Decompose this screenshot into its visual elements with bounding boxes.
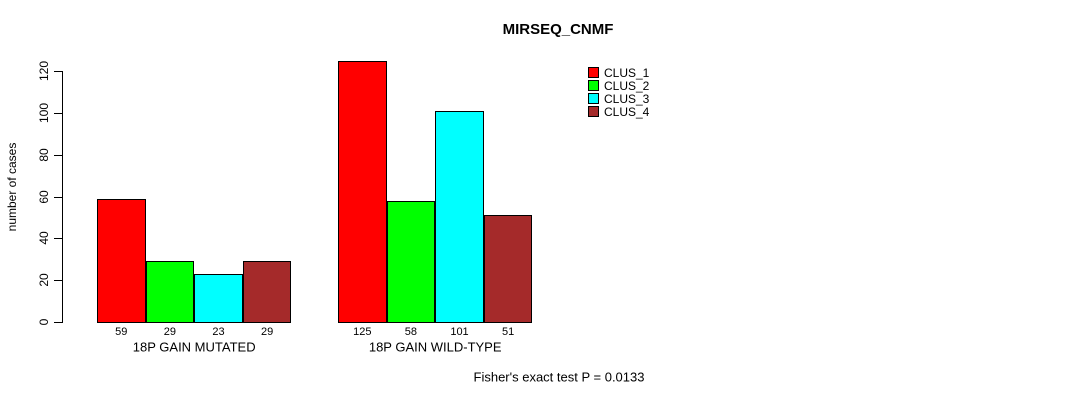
legend-label: CLUS_1 — [604, 65, 650, 80]
y-axis-line — [62, 71, 63, 323]
bar-clus_4-1 — [242, 261, 292, 323]
y-tick — [54, 154, 62, 156]
legend-swatch-icon — [588, 106, 599, 117]
bar-clus_1-2 — [338, 60, 387, 323]
legend-label: CLUS_4 — [604, 104, 650, 119]
bar-value-label: 59 — [115, 326, 128, 338]
y-tick — [54, 322, 62, 323]
bar-value-label: 23 — [212, 326, 225, 338]
bar-clus_3-1 — [194, 273, 243, 323]
legend-swatch-icon — [588, 67, 599, 78]
y-tick — [54, 280, 62, 282]
y-tick — [54, 112, 62, 114]
legend-label: CLUS_2 — [604, 78, 650, 93]
category-label: 18P GAIN WILD-TYPE — [368, 339, 502, 355]
legend-swatch-icon — [588, 93, 599, 104]
y-tick-label: 80 — [37, 147, 51, 162]
bar-clus_2-1 — [145, 261, 195, 323]
bar-value-label: 29 — [163, 326, 177, 338]
bar-value-label: 125 — [353, 326, 372, 338]
stat-test-annotation: Fisher's exact test P = 0.0133 — [473, 369, 645, 385]
legend-item-clus_4: CLUS_4 — [588, 104, 650, 119]
y-tick — [54, 71, 62, 72]
y-tick-label: 120 — [37, 60, 51, 82]
bar-clus_3-2 — [435, 110, 484, 323]
y-tick — [54, 196, 62, 198]
y-tick-label: 100 — [37, 102, 51, 123]
y-axis-label: number of cases — [5, 142, 19, 232]
bar-clus_1-1 — [97, 198, 146, 323]
bar-value-label: 101 — [450, 326, 469, 338]
bar-clus_2-2 — [386, 200, 436, 323]
bar-value-label: 29 — [260, 326, 274, 338]
bar-value-label: 51 — [501, 326, 515, 338]
legend-item-clus_2: CLUS_2 — [588, 78, 650, 93]
y-tick — [54, 238, 62, 240]
legend: CLUS_1 CLUS_2 CLUS_3 CLUS_4 — [588, 65, 650, 119]
category-label: 18P GAIN MUTATED — [132, 339, 256, 355]
chart-title: MIRSEQ_CNMF — [502, 21, 614, 38]
bar-clus_4-2 — [483, 215, 533, 323]
legend-label: CLUS_3 — [604, 91, 650, 106]
bar-value-label: 58 — [404, 326, 418, 338]
y-tick-label: 60 — [37, 189, 51, 204]
legend-item-clus_1: CLUS_1 — [588, 65, 650, 80]
legend-swatch-icon — [588, 80, 599, 91]
y-tick-label: 20 — [37, 273, 51, 287]
y-tick-label: 0 — [37, 318, 51, 326]
legend-item-clus_3: CLUS_3 — [588, 91, 650, 106]
y-tick-label: 40 — [37, 231, 51, 246]
